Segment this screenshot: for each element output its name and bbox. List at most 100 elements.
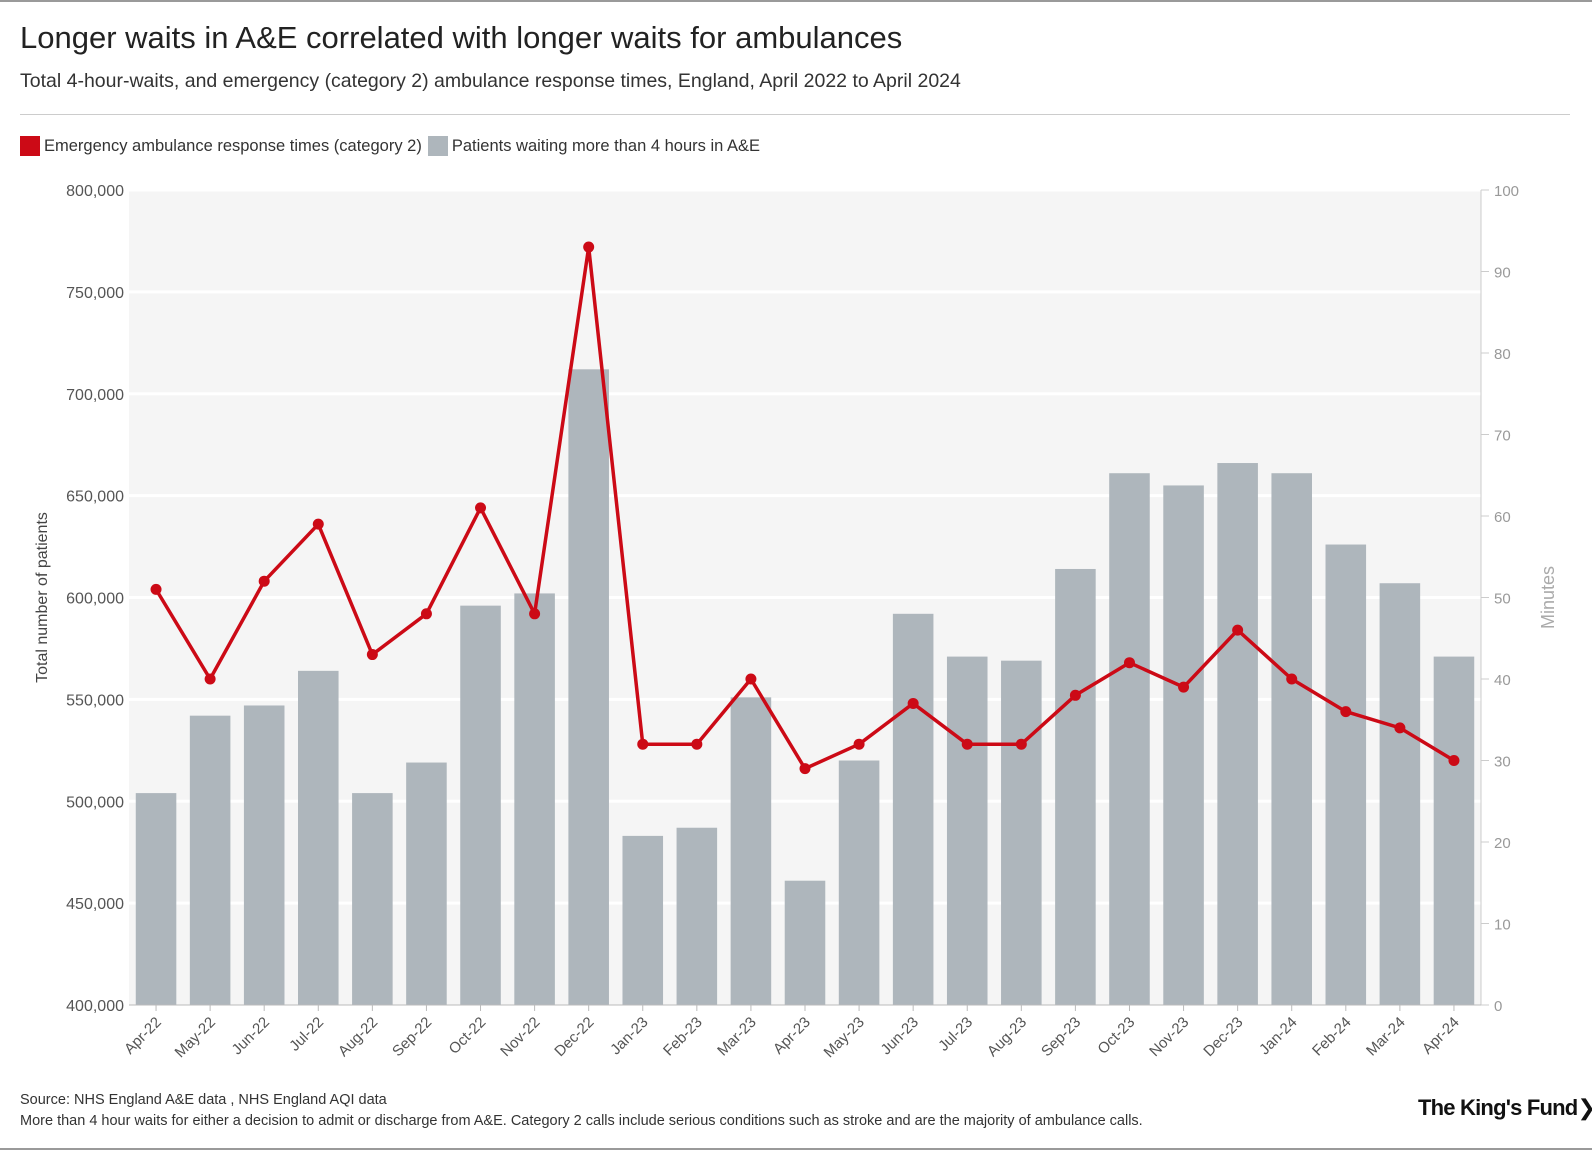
- y-left-tick-label: 650,000: [66, 489, 124, 506]
- x-tick-label: Jun-23: [878, 1014, 922, 1058]
- y-left-tick-label: 700,000: [66, 387, 124, 404]
- y-left-tick-label: 600,000: [66, 591, 124, 608]
- point-ambulance: [1448, 755, 1460, 766]
- point-ambulance: [1015, 738, 1027, 750]
- bar-patients: [1379, 583, 1421, 1005]
- point-ambulance: [961, 738, 973, 750]
- x-tick-label: Jul-23: [935, 1014, 976, 1055]
- bar-patients: [622, 835, 664, 1005]
- point-ambulance: [258, 575, 270, 587]
- bar-patients: [189, 715, 231, 1005]
- footer: Source: NHS England A&E data , NHS Engla…: [20, 1090, 1143, 1132]
- point-ambulance: [1340, 706, 1352, 718]
- x-tick-label: Nov-22: [497, 1014, 543, 1060]
- bar-patients: [352, 793, 393, 1005]
- y-left-tick-label: 550,000: [66, 692, 124, 709]
- x-tick-label: Apr-24: [1419, 1014, 1463, 1058]
- point-ambulance: [150, 583, 162, 595]
- point-ambulance: [1069, 689, 1081, 701]
- bar-patients: [676, 827, 718, 1005]
- point-ambulance: [475, 502, 487, 514]
- x-tick-label: Mar-24: [1363, 1014, 1409, 1060]
- x-tick-label: Jan-23: [607, 1014, 651, 1058]
- chart-subtitle: Total 4-hour-waits, and emergency (categ…: [20, 70, 961, 92]
- bar-patients: [1433, 656, 1475, 1005]
- top-border: [0, 0, 1592, 2]
- point-ambulance: [529, 608, 541, 620]
- x-tick-label: Apr-22: [121, 1014, 165, 1058]
- x-tick-label: Oct-22: [445, 1014, 489, 1058]
- y-left-axis-title: Total number of patients: [34, 512, 51, 683]
- x-tick-label: May-23: [821, 1014, 868, 1061]
- bar-patients: [1109, 473, 1150, 1005]
- bar-patients: [1001, 660, 1042, 1005]
- y-right-tick-label: 40: [1494, 672, 1511, 689]
- legend-item-ambulance[interactable]: Emergency ambulance response times (cate…: [20, 136, 422, 156]
- x-tick-label: Feb-23: [660, 1014, 706, 1060]
- bar-patients: [1217, 463, 1258, 1005]
- y-right-tick-label: 80: [1494, 346, 1511, 363]
- point-ambulance: [907, 697, 919, 709]
- bar-patients: [514, 593, 555, 1005]
- chart-title: Longer waits in A&E correlated with long…: [20, 20, 903, 55]
- bar-patients: [1271, 473, 1312, 1005]
- y-left-tick-label: 800,000: [66, 183, 124, 200]
- x-tick-label: May-22: [172, 1014, 219, 1061]
- header-divider: [20, 114, 1570, 115]
- x-tick-label: Sep-22: [389, 1014, 435, 1060]
- logo-text: The King's Fund: [1418, 1095, 1578, 1120]
- point-ambulance: [745, 673, 757, 685]
- bar-patients: [568, 369, 609, 1005]
- point-ambulance: [1232, 624, 1244, 636]
- x-tick-label: Dec-22: [551, 1014, 597, 1060]
- point-ambulance: [1178, 681, 1190, 693]
- bar-patients: [730, 697, 772, 1005]
- point-ambulance: [420, 608, 432, 620]
- bar-patients: [243, 705, 285, 1005]
- point-ambulance: [1123, 657, 1135, 669]
- y-right-tick-label: 30: [1494, 754, 1511, 771]
- bar-patients: [892, 613, 934, 1005]
- y-right-tick-label: 0: [1494, 998, 1502, 1015]
- legend-label-ambulance: Emergency ambulance response times (cate…: [44, 136, 422, 155]
- point-ambulance: [853, 738, 865, 750]
- definition-note: More than 4 hour waits for either a deci…: [20, 1113, 1143, 1129]
- bar-patients: [460, 605, 501, 1005]
- x-tick-label: Oct-23: [1094, 1014, 1138, 1058]
- bar-patients: [406, 762, 447, 1005]
- point-ambulance: [583, 241, 595, 253]
- bar-patients: [1055, 568, 1096, 1005]
- source-note: Source: NHS England A&E data , NHS Engla…: [20, 1092, 387, 1108]
- bar-patients: [946, 656, 988, 1005]
- y-right-tick-label: 10: [1494, 917, 1511, 934]
- x-tick-label: Sep-23: [1038, 1014, 1084, 1060]
- x-tick-label: Aug-22: [335, 1014, 381, 1060]
- bar-patients: [135, 793, 177, 1005]
- y-left-tick-label: 750,000: [66, 285, 124, 302]
- y-right-tick-label: 20: [1494, 835, 1511, 852]
- legend-item-patients[interactable]: Patients waiting more than 4 hours in A&…: [427, 136, 760, 156]
- bar-patients: [838, 760, 880, 1005]
- bar-patients: [784, 880, 826, 1005]
- point-ambulance: [691, 738, 703, 750]
- y-left-tick-label: 500,000: [66, 794, 124, 811]
- point-ambulance: [1394, 722, 1406, 734]
- bottom-border: [0, 1148, 1592, 1150]
- y-left-tick-label: 450,000: [66, 896, 124, 913]
- point-ambulance: [204, 673, 216, 685]
- x-tick-label: Dec-23: [1200, 1014, 1246, 1060]
- bar-patients: [1163, 485, 1204, 1005]
- x-tick-label: Nov-23: [1146, 1014, 1192, 1060]
- y-right-tick-label: 90: [1494, 265, 1511, 282]
- point-ambulance: [366, 649, 378, 661]
- x-tick-label: Jan-24: [1256, 1014, 1300, 1058]
- bar-patients: [1325, 544, 1367, 1005]
- x-tick-label: Feb-24: [1309, 1014, 1355, 1060]
- logo-chevron-icon: ❯: [1577, 1095, 1592, 1120]
- x-tick-label: Apr-23: [770, 1014, 814, 1058]
- y-right-tick-label: 50: [1494, 591, 1511, 608]
- point-ambulance: [312, 518, 324, 530]
- legend-swatch-ambulance: [20, 136, 40, 156]
- kings-fund-logo: The King's Fund❯: [1418, 1095, 1592, 1121]
- point-ambulance: [1286, 673, 1298, 685]
